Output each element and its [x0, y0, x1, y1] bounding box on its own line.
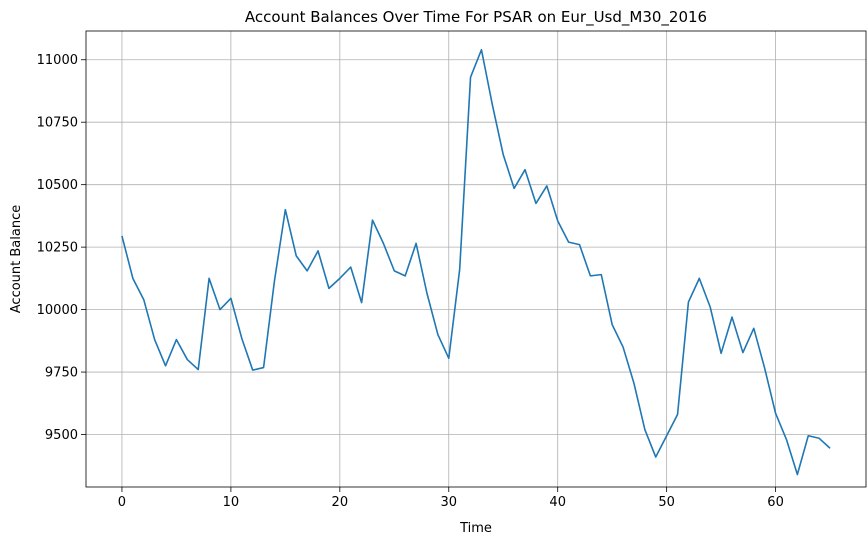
x-tick-label: 60 — [767, 495, 784, 510]
y-tick-label: 9500 — [45, 428, 78, 443]
x-tick-label: 40 — [549, 495, 566, 510]
tick-labels: 0 10 20 30 40 50 60 9500 9750 10000 10250 10500 1075… — [37, 53, 784, 510]
plot-frame — [85, 30, 867, 488]
y-tick-label: 10500 — [37, 178, 78, 193]
x-axis-label: Time — [459, 521, 492, 536]
y-axis-label: Account Balance — [9, 205, 24, 313]
y-tick-label: 11000 — [37, 53, 78, 68]
y-tick-label: 10000 — [37, 303, 78, 318]
y-tick-label: 10250 — [37, 241, 78, 256]
x-tick-label: 10 — [223, 495, 240, 510]
grid-lines — [86, 31, 866, 487]
axes — [85, 30, 867, 488]
series-line — [121, 48, 831, 476]
chart-title: Account Balances Over Time For PSAR on E… — [245, 8, 707, 27]
y-tick-label: 9750 — [45, 366, 78, 381]
x-tick-label: 0 — [118, 495, 126, 510]
series-layer — [121, 48, 831, 476]
x-tick-label: 30 — [440, 495, 457, 510]
x-tick-label: 50 — [658, 495, 675, 510]
x-tick-label: 20 — [332, 495, 349, 510]
y-tick-label: 10750 — [37, 116, 78, 131]
